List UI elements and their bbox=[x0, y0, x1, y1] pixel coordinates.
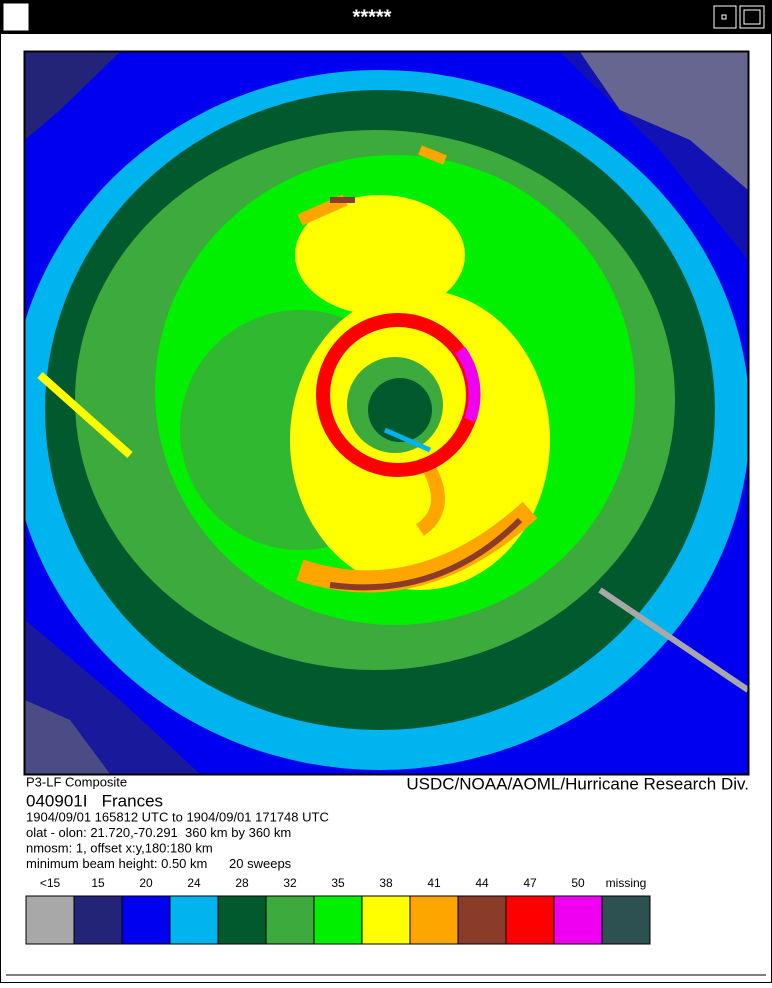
legend-swatch bbox=[361, 895, 411, 945]
info-line: nmosm: 1, offset x:y,180:180 km bbox=[26, 840, 213, 855]
legend-label: 35 bbox=[331, 876, 345, 890]
info-line: olat - olon: 21.720,-70.291 360 km by 36… bbox=[26, 825, 291, 840]
minimize-icon bbox=[721, 14, 727, 20]
window-title: ***** bbox=[353, 6, 392, 28]
right-caption: USDC/NOAA/AOML/Hurricane Research Div. bbox=[406, 774, 749, 793]
legend-label: 50 bbox=[571, 876, 585, 890]
minimize-button[interactable] bbox=[713, 5, 737, 29]
legend-label: 20 bbox=[139, 876, 153, 890]
legend-swatch bbox=[73, 895, 123, 945]
info-line: minimum beam height: 0.50 km 20 sweeps bbox=[26, 856, 292, 871]
left-caption: P3-LF Composite bbox=[26, 774, 127, 789]
image-frame bbox=[23, 50, 750, 776]
info-line: 1904/09/01 165812 UTC to 1904/09/01 1717… bbox=[26, 809, 329, 824]
legend-swatch bbox=[25, 895, 75, 945]
maximize-button[interactable] bbox=[739, 5, 765, 29]
legend-swatch bbox=[217, 895, 267, 945]
menu-button[interactable] bbox=[2, 2, 30, 32]
legend-label: 38 bbox=[379, 876, 393, 890]
legend-swatch bbox=[505, 895, 555, 945]
legend-label: 41 bbox=[427, 876, 441, 890]
maximize-icon bbox=[743, 9, 761, 25]
legend-swatch bbox=[601, 895, 651, 945]
radar-image bbox=[25, 52, 748, 774]
legend-label: <15 bbox=[40, 876, 61, 890]
legend-swatch bbox=[313, 895, 363, 945]
legend-label: missing bbox=[606, 876, 647, 890]
legend-swatch bbox=[121, 895, 171, 945]
legend-label: 24 bbox=[187, 876, 201, 890]
storm-name: 040901I Frances bbox=[26, 791, 163, 810]
title-bar bbox=[0, 0, 772, 34]
legend-label: 44 bbox=[475, 876, 489, 890]
legend-swatch bbox=[457, 895, 507, 945]
legend-swatch bbox=[169, 895, 219, 945]
legend-label: 28 bbox=[235, 876, 249, 890]
legend-swatch bbox=[553, 895, 603, 945]
legend-swatch bbox=[265, 895, 315, 945]
legend-label: 32 bbox=[283, 876, 297, 890]
legend-label: 47 bbox=[523, 876, 537, 890]
legend-swatch bbox=[409, 895, 459, 945]
legend-label: 15 bbox=[91, 876, 105, 890]
